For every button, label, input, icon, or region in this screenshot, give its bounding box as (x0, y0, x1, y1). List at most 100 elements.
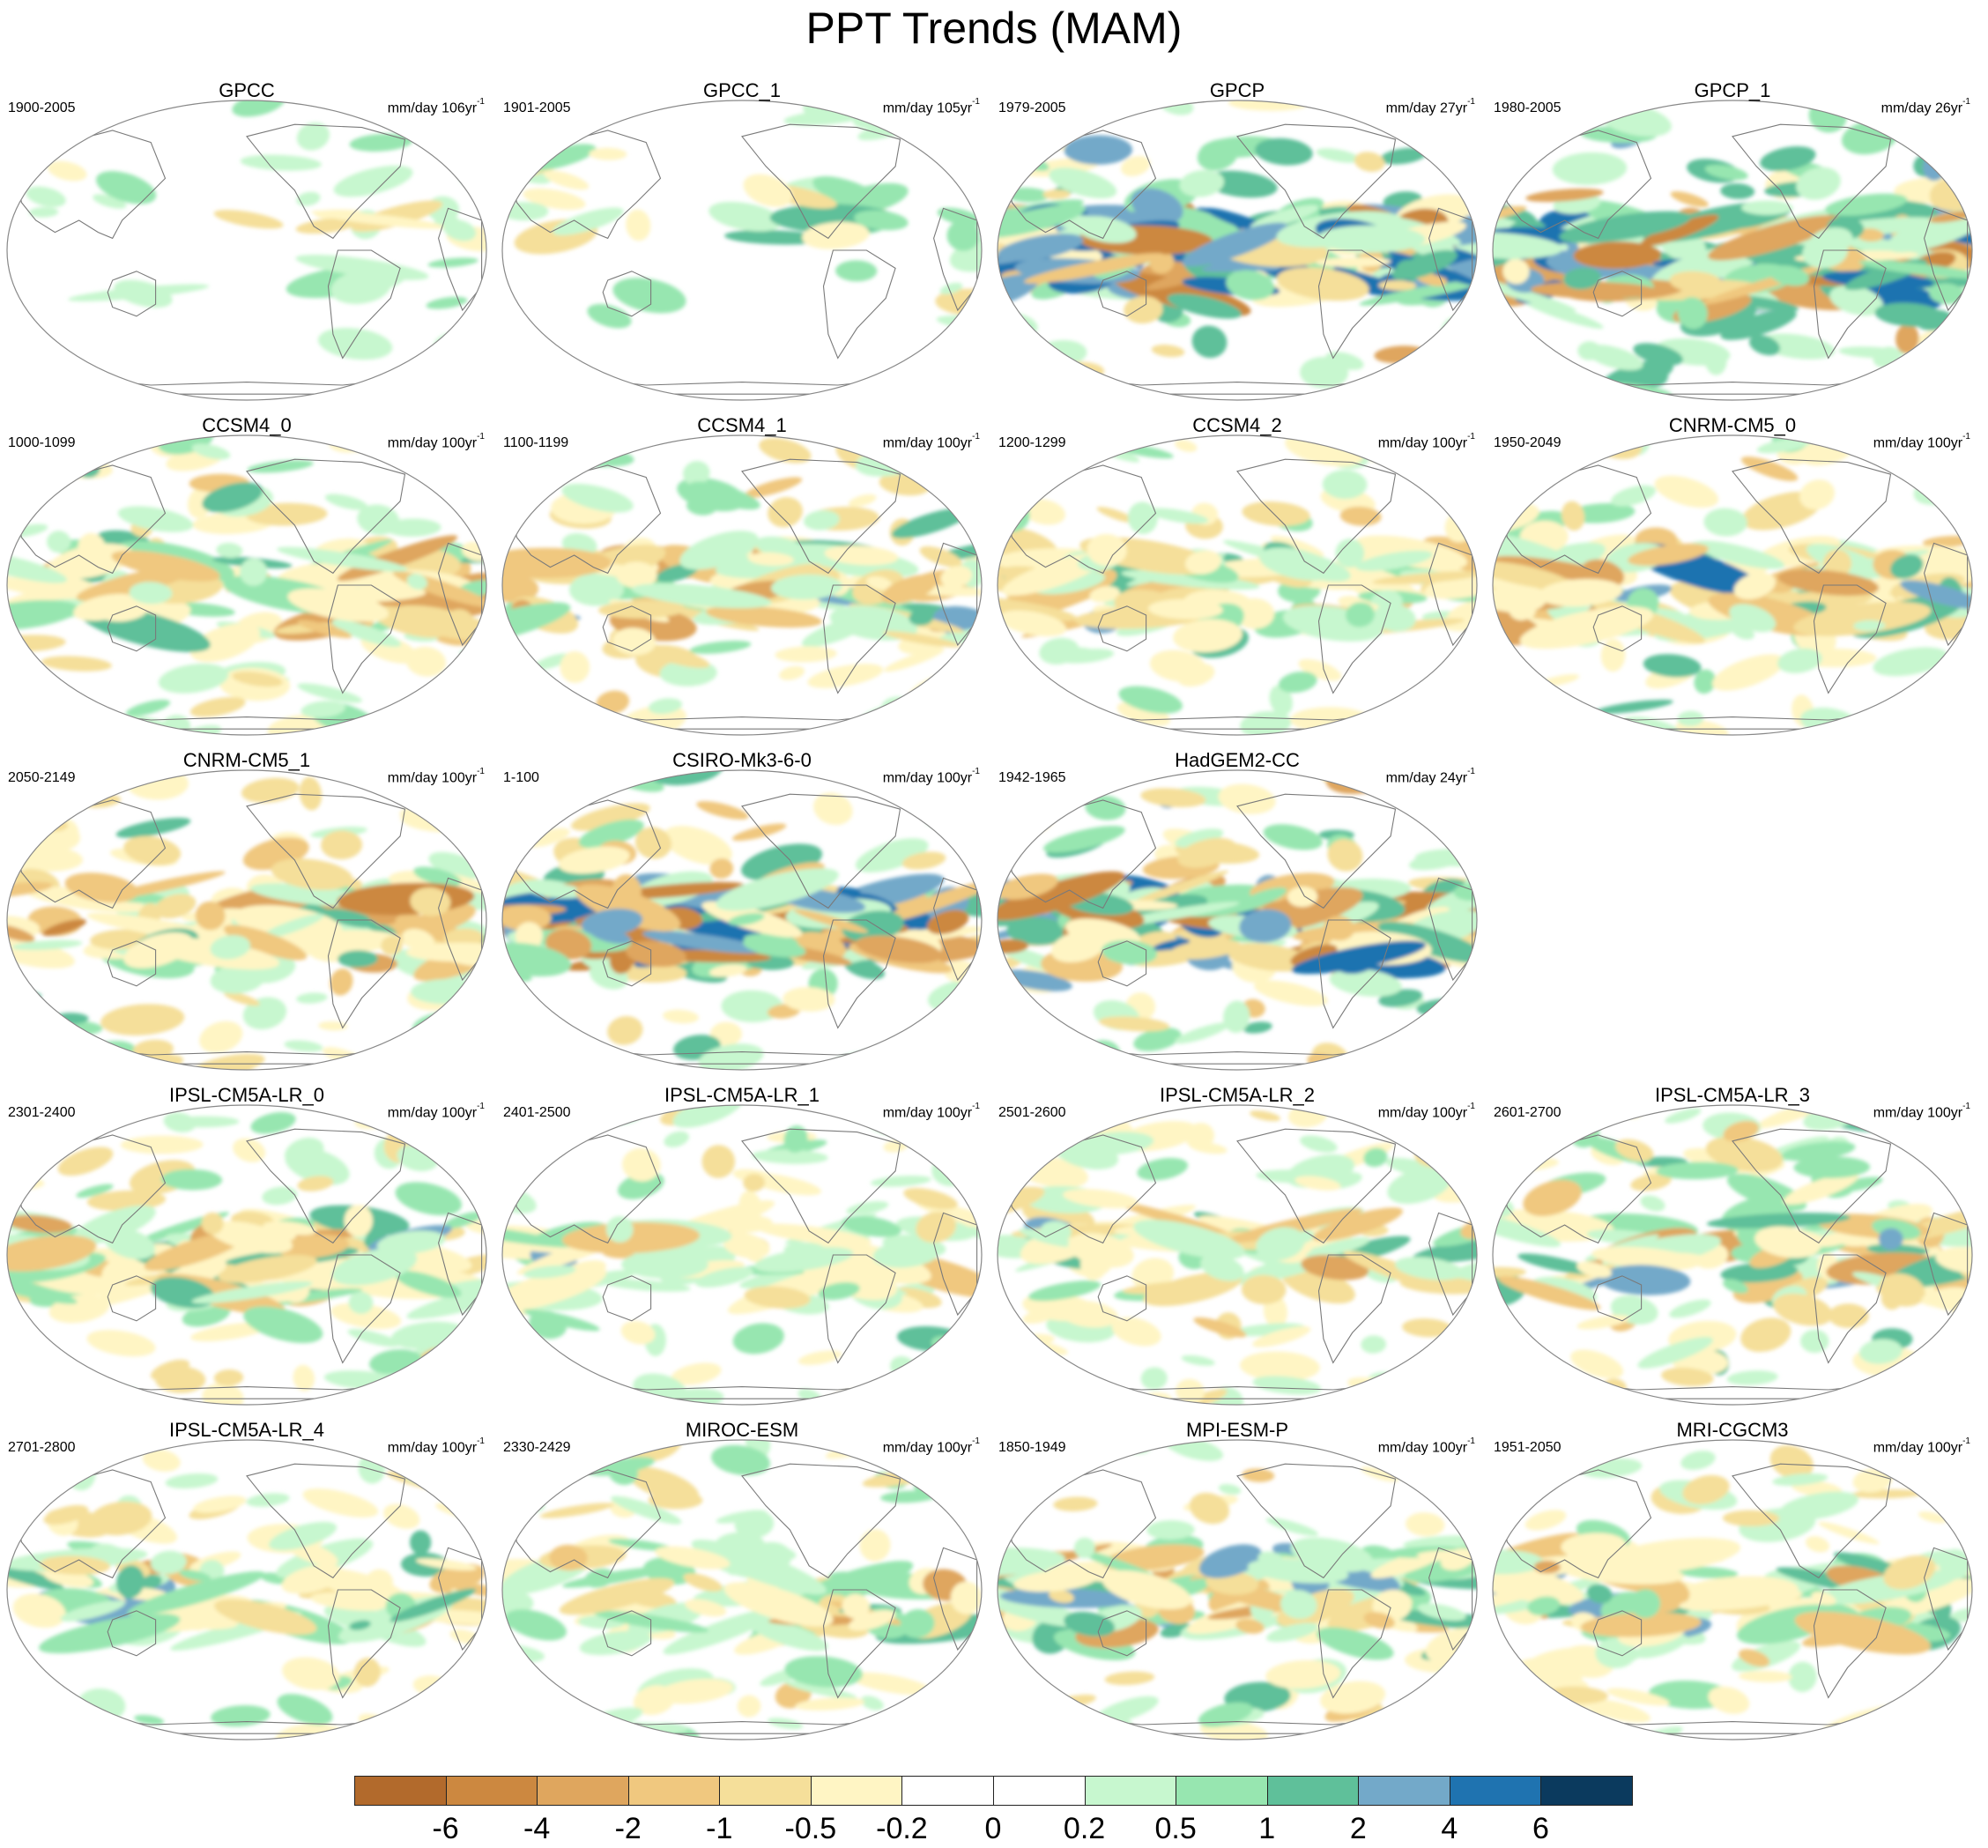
colorbar-tick-label: 1 (1258, 1812, 1276, 1845)
units-text: mm/day 100yr (882, 1440, 973, 1456)
colorbar-tick-label: 4 (1441, 1812, 1458, 1845)
units-text: mm/day 100yr (1873, 435, 1963, 451)
map-panel: IPSL-CM5A-LR_4 2701-2800 mm/day 100yr-1 (0, 1419, 493, 1746)
map-panel: CCSM4_1 1100-1199 mm/day 100yr-1 (495, 414, 989, 741)
units-exponent: -1 (1962, 97, 1970, 107)
map-panel: MIROC-ESM 2330-2429 mm/day 100yr-1 (495, 1419, 989, 1746)
panel-grid: GPCC 1900-2005 mm/day 106yr-1 GPCC_1 1901-20… (0, 79, 1979, 1746)
map-panel: GPCC 1900-2005 mm/day 106yr-1 (0, 79, 493, 406)
world-map (501, 100, 983, 401)
panel-title: CSIRO-Mk3-6-0 (672, 749, 812, 771)
units-text: mm/day 100yr (387, 1440, 478, 1456)
panel-title: IPSL-CM5A-LR_2 (1159, 1084, 1316, 1106)
trend-field (998, 100, 1477, 400)
world-map (6, 100, 487, 401)
units-exponent: -1 (972, 1102, 980, 1111)
colorbar-box (1176, 1776, 1268, 1806)
panel-period: 2301-2400 (8, 1105, 76, 1120)
panel-title: GPCP_1 (1694, 79, 1771, 101)
world-map (6, 434, 487, 736)
map-panel: GPCP_1 1980-2005 mm/day 26yr-1 (1486, 79, 1979, 406)
world-map (997, 434, 1478, 736)
trend-field (1493, 100, 1972, 400)
panel-period: 1950-2049 (1494, 435, 1561, 450)
units-text: mm/day 100yr (1377, 435, 1468, 451)
panel-units: mm/day 105yr-1 (883, 96, 980, 117)
world-map (6, 1439, 487, 1740)
figure-title: PPT Trends (MAM) (805, 4, 1183, 53)
panel-title: MRI-CGCM3 (1676, 1419, 1789, 1441)
panel-period: 2601-2700 (1494, 1105, 1561, 1120)
panel-units: mm/day 100yr-1 (883, 1436, 980, 1457)
colorbar-tick-label: 0.5 (1154, 1812, 1197, 1845)
world-map (6, 769, 487, 1071)
panel-period: 1979-2005 (998, 100, 1066, 115)
panel-title: IPSL-CM5A-LR_1 (664, 1084, 820, 1106)
panel-units: mm/day 100yr-1 (883, 766, 980, 787)
panel-title: CNRM-CM5_1 (182, 749, 311, 771)
colorbar-tick-label: 0.2 (1063, 1812, 1106, 1845)
panel-title: IPSL-CM5A-LR_3 (1654, 1084, 1811, 1106)
map-panel: IPSL-CM5A-LR_0 2301-2400 mm/day 100yr-1 (0, 1084, 493, 1411)
map-panel: CSIRO-Mk3-6-0 1-100 mm/day 100yr-1 (495, 749, 989, 1076)
panel-units: mm/day 100yr-1 (388, 1436, 485, 1457)
units-exponent: -1 (972, 1436, 980, 1446)
units-exponent: -1 (1467, 767, 1475, 776)
world-map (1492, 1104, 1973, 1406)
panel-units: mm/day 24yr-1 (1386, 766, 1475, 787)
units-exponent: -1 (477, 1102, 485, 1111)
panel-units: mm/day 26yr-1 (1881, 96, 1970, 117)
units-exponent: -1 (477, 1436, 485, 1446)
units-exponent: -1 (1467, 1102, 1475, 1111)
units-text: mm/day 24yr (1385, 770, 1468, 786)
world-map (997, 1439, 1478, 1740)
colorbar-box (993, 1776, 1086, 1806)
panel-period: 1901-2005 (503, 100, 571, 115)
colorbar-box (810, 1776, 903, 1806)
panel-units: mm/day 100yr-1 (1378, 1101, 1475, 1122)
panel-title: IPSL-CM5A-LR_4 (168, 1419, 325, 1441)
panel-period: 1100-1199 (503, 435, 569, 450)
panel-period: 2401-2500 (503, 1105, 571, 1120)
panel-units: mm/day 100yr-1 (388, 431, 485, 452)
units-text: mm/day 100yr (882, 435, 973, 451)
world-map (1492, 100, 1973, 401)
panel-period: 1-100 (503, 770, 539, 785)
units-text: mm/day 105yr (882, 100, 973, 116)
panel-title: CCSM4_0 (202, 414, 292, 436)
panel-period: 1850-1949 (998, 1440, 1066, 1455)
units-exponent: -1 (1467, 1436, 1475, 1446)
colorbar (354, 1776, 1633, 1806)
trend-field (7, 1440, 486, 1740)
colorbar-box (1540, 1776, 1633, 1806)
panel-units: mm/day 100yr-1 (1378, 1436, 1475, 1457)
panel-period: 2050-2149 (8, 770, 76, 785)
world-map (6, 1104, 487, 1406)
world-map (1492, 434, 1973, 736)
world-map (501, 769, 983, 1071)
panel-title: CNRM-CM5_0 (1668, 414, 1797, 436)
map-panel: CNRM-CM5_0 1950-2049 mm/day 100yr-1 (1486, 414, 1979, 741)
units-exponent: -1 (477, 97, 485, 107)
panel-units: mm/day 100yr-1 (388, 1101, 485, 1122)
units-exponent: -1 (477, 767, 485, 776)
panel-title: HadGEM2-CC (1175, 749, 1300, 771)
colorbar-tick-label: -0.5 (784, 1812, 837, 1845)
panel-units: mm/day 100yr-1 (883, 1101, 980, 1122)
panel-units: mm/day 100yr-1 (1873, 431, 1970, 452)
trend-field (502, 770, 982, 1070)
colorbar-tick-label: -0.2 (876, 1812, 928, 1845)
panel-title: CCSM4_1 (697, 414, 787, 436)
colorbar-box (1084, 1776, 1177, 1806)
units-text: mm/day 100yr (387, 770, 478, 786)
panel-title: MPI-ESM-P (1185, 1419, 1289, 1441)
colorbar-tick-label: 2 (1349, 1812, 1367, 1845)
units-exponent: -1 (972, 767, 980, 776)
world-map (997, 1104, 1478, 1406)
units-text: mm/day 100yr (1377, 1105, 1468, 1121)
colorbar-box (627, 1776, 721, 1806)
units-text: mm/day 100yr (1873, 1105, 1963, 1121)
map-panel: IPSL-CM5A-LR_2 2501-2600 mm/day 100yr-1 (990, 1084, 1484, 1411)
units-text: mm/day 26yr (1880, 100, 1963, 116)
units-exponent: -1 (1962, 1102, 1970, 1111)
